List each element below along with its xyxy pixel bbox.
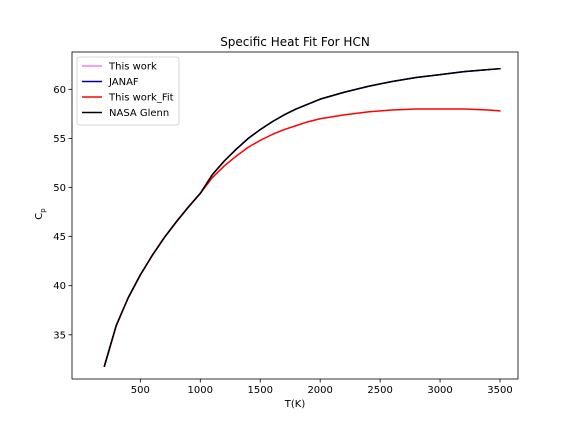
legend: This work JANAF This work_Fit NASA Glenn bbox=[76, 56, 180, 126]
x-tick-label: 3500 bbox=[487, 385, 512, 396]
y-tick-label: 40 bbox=[53, 281, 66, 292]
series-line-nasa-glenn bbox=[103, 67, 501, 367]
y-tick-label: 60 bbox=[53, 85, 66, 96]
legend-box bbox=[76, 56, 180, 126]
plot-area bbox=[103, 67, 501, 367]
y-tick-label: 50 bbox=[53, 183, 66, 194]
y-axis-label: Cp bbox=[34, 208, 47, 220]
y-tick-label: 55 bbox=[53, 134, 66, 145]
y-tick-label: 35 bbox=[53, 330, 66, 341]
legend-label: This work bbox=[108, 62, 157, 73]
axes-frame bbox=[71, 51, 519, 380]
x-tick-label: 1500 bbox=[248, 385, 273, 396]
legend-label: NASA Glenn bbox=[109, 108, 169, 119]
legend-label: JANAF bbox=[108, 77, 139, 88]
y-tick-label: 45 bbox=[53, 232, 66, 243]
legend-label: This work_Fit bbox=[108, 93, 174, 104]
chart-title: Specific Heat Fit For HCN bbox=[220, 35, 370, 49]
x-tick-label: 1000 bbox=[188, 385, 213, 396]
y-axis-label-subscript: p bbox=[39, 208, 47, 213]
x-axis-ticks: 500 1000 1500 2000 2500 3000 3500 bbox=[131, 379, 513, 396]
x-tick-label: 2500 bbox=[367, 385, 392, 396]
x-tick-label: 500 bbox=[131, 385, 150, 396]
x-tick-label: 2000 bbox=[307, 385, 332, 396]
x-tick-label: 3000 bbox=[427, 385, 452, 396]
x-axis-label: T(K) bbox=[284, 399, 306, 410]
y-axis-ticks: 35 40 45 50 55 60 bbox=[53, 85, 72, 341]
y-axis-label-main: C bbox=[34, 213, 45, 220]
